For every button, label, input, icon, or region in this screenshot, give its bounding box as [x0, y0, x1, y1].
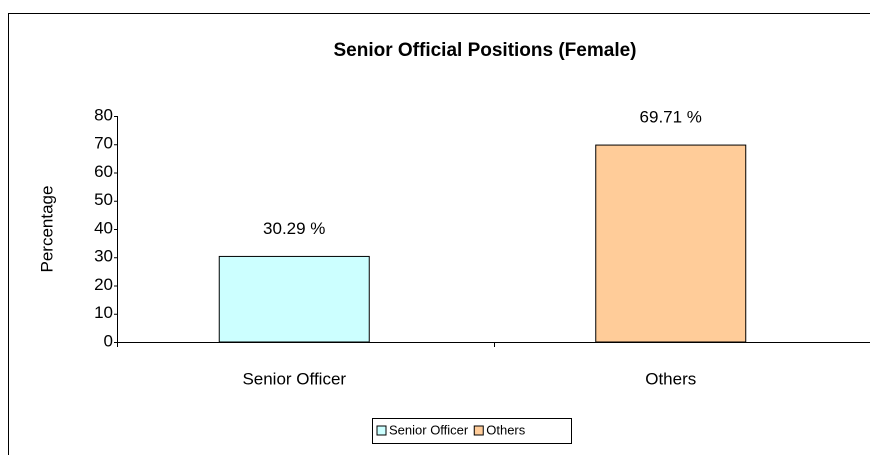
legend-swatch [376, 425, 387, 436]
y-tick-label: 60 [94, 162, 113, 181]
chart-title: Senior Official Positions (Female) [333, 40, 636, 61]
x-tick-label: Others [645, 369, 696, 388]
y-tick-label: 70 [94, 134, 113, 153]
legend-label: Senior Officer [389, 422, 469, 437]
y-tick-label: 50 [94, 190, 113, 209]
y-tick-label: 10 [94, 303, 113, 322]
y-tick-label: 0 [104, 331, 113, 350]
value-label: 30.29 % [263, 219, 325, 238]
y-tick-label: 20 [94, 275, 113, 294]
legend-label: Others [486, 422, 526, 437]
y-tick-label: 40 [94, 218, 113, 237]
y-tick-label: 80 [94, 105, 113, 124]
y-tick-label: 30 [94, 247, 113, 266]
x-tick-label: Senior Officer [242, 369, 346, 388]
legend-swatch [473, 425, 484, 436]
bar [218, 255, 370, 343]
y-axis-label: Percentage [37, 186, 56, 273]
value-label: 69.71 % [640, 108, 702, 127]
bar [595, 144, 747, 343]
legend-box [372, 418, 572, 444]
